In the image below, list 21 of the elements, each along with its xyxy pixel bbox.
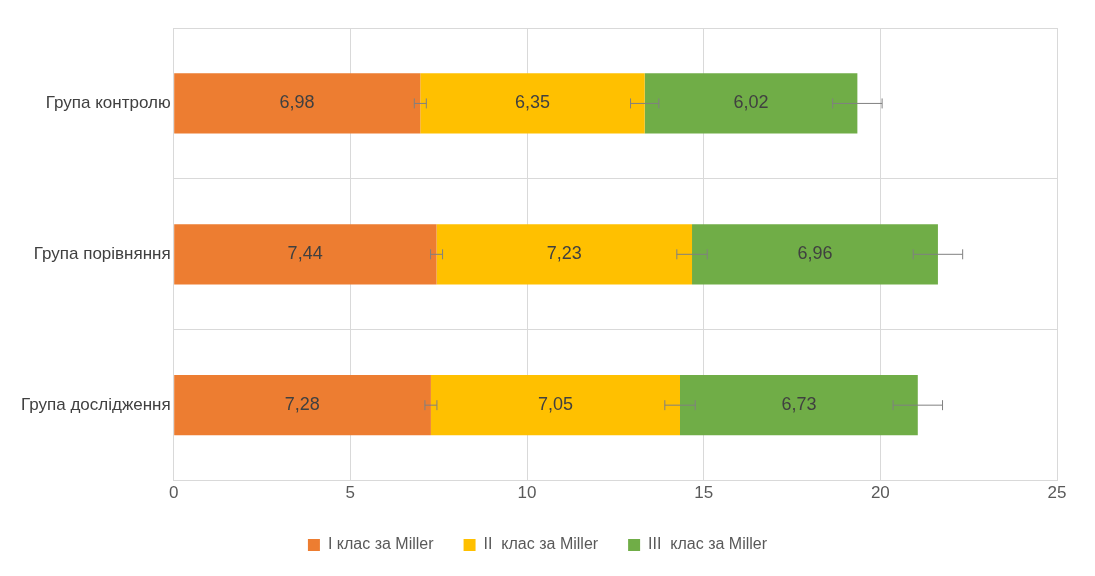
data-label: 6,35 xyxy=(514,92,551,113)
x-tick-label: 10 xyxy=(517,483,537,503)
data-label: 7,05 xyxy=(537,394,573,415)
data-label: 7,44 xyxy=(287,243,323,264)
data-label: 7,23 xyxy=(546,243,582,264)
data-label: 6,96 xyxy=(797,243,833,264)
x-tick-label: 20 xyxy=(870,483,890,503)
x-tick-label: 0 xyxy=(168,483,179,503)
x-tick-label: 5 xyxy=(345,483,356,503)
y-tick-label: Група контролю xyxy=(45,93,171,113)
legend-label: III клас за Miller xyxy=(648,535,768,553)
data-label: 6,98 xyxy=(279,92,315,113)
legend-label: II клас за Miller xyxy=(483,535,599,553)
data-label: 7,28 xyxy=(284,394,320,415)
x-tick-label: 15 xyxy=(694,483,714,503)
data-label: 6,02 xyxy=(733,92,769,113)
data-label: 6,73 xyxy=(781,394,817,415)
x-tick-label: 25 xyxy=(1047,483,1067,503)
legend-label: I клас за Miller xyxy=(327,535,435,553)
y-tick-label: Група порівняння xyxy=(33,243,171,263)
y-tick-label: Група дослідження xyxy=(20,394,171,414)
